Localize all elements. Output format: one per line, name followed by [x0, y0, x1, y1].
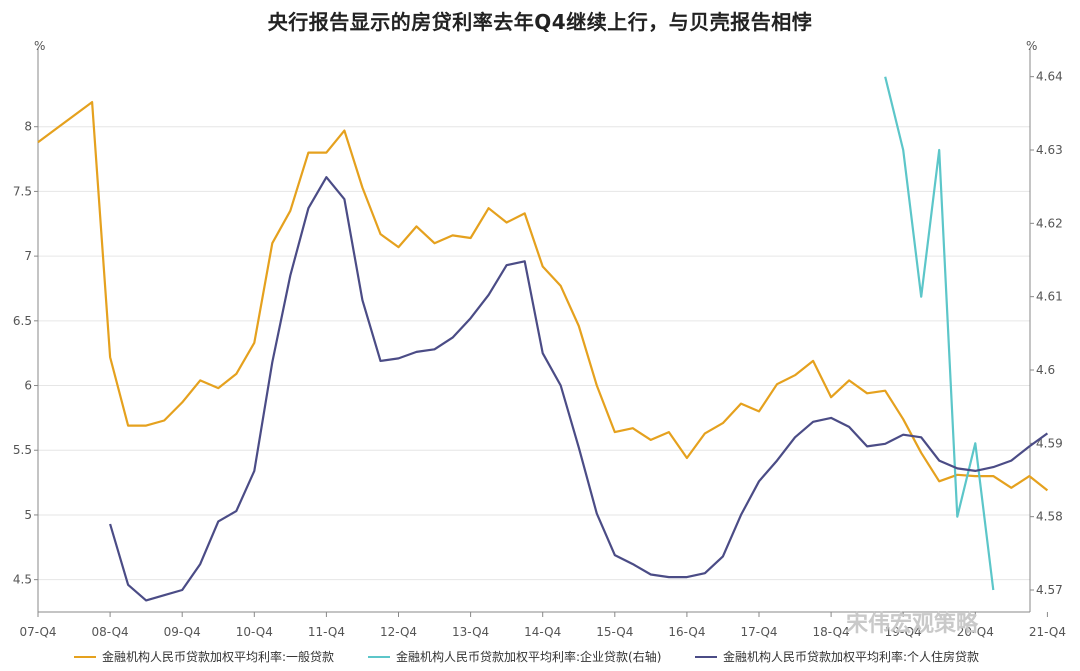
y-left-tick-label-3: 6 — [24, 379, 32, 393]
legend-label-general-loans: 金融机构人民币贷款加权平均利率:一般贷款 — [102, 650, 335, 664]
x-tick-label-3: 10-Q4 — [236, 625, 273, 639]
y-right-tick-label-6: 4.63 — [1036, 143, 1063, 157]
y-right-tick-label-0: 4.57 — [1036, 583, 1063, 597]
y-left-tick-label-4: 6.5 — [13, 314, 32, 328]
y-left-tick-label-7: 8 — [24, 120, 32, 134]
x-tick-label-7: 14-Q4 — [524, 625, 561, 639]
y-right-tick-label-2: 4.59 — [1036, 436, 1063, 450]
y-right-tick-label-4: 4.61 — [1036, 290, 1063, 304]
x-tick-label-12: 19-Q4 — [885, 625, 922, 639]
x-tick-label-9: 16-Q4 — [668, 625, 705, 639]
legend-item-general-loans: 金融机构人民币贷款加权平均利率:一般贷款 — [74, 648, 334, 665]
legend-swatch-general-loans — [74, 655, 96, 658]
y-right-unit: % — [1026, 39, 1037, 53]
x-tick-label-13: 20-Q4 — [957, 625, 994, 639]
x-tick-label-1: 08-Q4 — [92, 625, 129, 639]
series-corporate-loans-line — [884, 76, 995, 591]
y-left-unit: % — [34, 39, 45, 53]
y-left-tick-label-2: 5.5 — [13, 443, 32, 457]
y-right-tick-label-1: 4.58 — [1036, 510, 1063, 524]
y-right-tick-label-5: 4.62 — [1036, 216, 1063, 230]
x-tick-label-5: 12-Q4 — [380, 625, 417, 639]
chart-title: 央行报告显示的房贷利率去年Q4继续上行，与贝壳报告相悖 — [267, 10, 813, 34]
legend: 金融机构人民币贷款加权平均利率:一般贷款 金融机构人民币贷款加权平均利率:企业贷… — [0, 648, 1080, 668]
legend-label-corporate-loans: 金融机构人民币贷款加权平均利率:企业贷款(右轴) — [396, 650, 662, 664]
y-left-tick-label-1: 5 — [24, 508, 32, 522]
y-left-tick-label-6: 7.5 — [13, 184, 32, 198]
legend-item-mortgage-loans: 金融机构人民币贷款加权平均利率:个人住房贷款 — [695, 648, 979, 665]
y-right-tick-label-3: 4.6 — [1036, 363, 1055, 377]
x-tick-label-2: 09-Q4 — [164, 625, 201, 639]
legend-swatch-corporate-loans — [368, 655, 390, 658]
y-left-tick-label-5: 7 — [24, 249, 32, 263]
watermark: 宋伟宏观策略 — [846, 606, 978, 638]
series-general-loans-line — [37, 100, 1049, 492]
x-tick-label-11: 18-Q4 — [813, 625, 850, 639]
x-tick-label-4: 11-Q4 — [308, 625, 345, 639]
x-tick-label-10: 17-Q4 — [740, 625, 777, 639]
x-tick-label-0: 07-Q4 — [19, 625, 56, 639]
legend-swatch-mortgage-loans — [695, 655, 717, 658]
legend-label-mortgage-loans: 金融机构人民币贷款加权平均利率:个人住房贷款 — [723, 650, 980, 664]
x-tick-label-6: 13-Q4 — [452, 625, 489, 639]
x-tick-label-14: 21-Q4 — [1029, 625, 1066, 639]
y-left-tick-label-0: 4.5 — [13, 573, 32, 587]
x-tick-label-8: 15-Q4 — [596, 625, 633, 639]
legend-item-corporate-loans: 金融机构人民币贷款加权平均利率:企业贷款(右轴) — [368, 648, 661, 665]
y-right-tick-label-7: 4.64 — [1036, 70, 1063, 84]
watermark-text: 宋伟宏观策略 — [846, 612, 979, 637]
series-mortgage-loans-line — [109, 176, 1049, 602]
